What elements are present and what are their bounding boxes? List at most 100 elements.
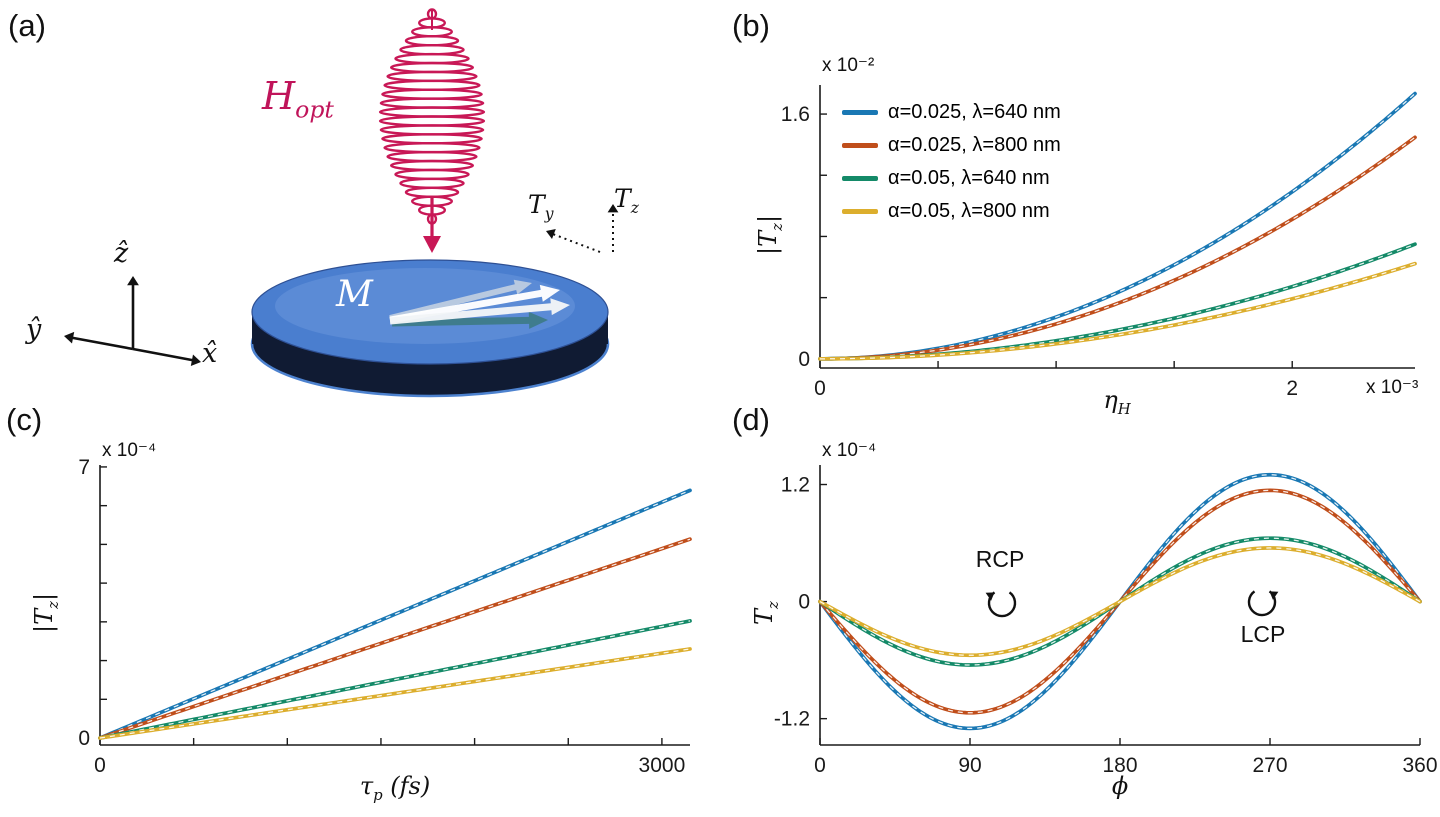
y-tick-label: 7	[78, 456, 90, 479]
ylabel-base: T	[754, 230, 782, 247]
y-tick-label: 0	[78, 727, 90, 750]
z-axis-arrowhead	[127, 276, 139, 286]
panel-b-label: (b)	[732, 8, 770, 43]
chart-d-ylabel: Tz	[750, 601, 782, 625]
y-tick-label: 0	[798, 348, 810, 371]
series-line-3	[98, 647, 692, 740]
x-axis-arrowhead	[190, 354, 201, 366]
optical-field-coil	[394, 168, 470, 181]
chart-panel-b: 0 2 0 1.6 x 10⁻² x 10⁻³ |Tz| ηH α=0.025, λ=…	[730, 40, 1440, 418]
rotation-arrowhead	[985, 592, 995, 601]
x-tick-label: 0	[814, 377, 826, 400]
legend-line-sample	[842, 176, 878, 181]
chart-b-y-multiplier: x 10⁻²	[822, 55, 875, 76]
torque-y-arrowhead	[546, 229, 556, 239]
chart-c-plot-area: 0 3000 0 7	[78, 456, 692, 777]
optical-field-coil	[386, 150, 478, 163]
chart-c-y-multiplier: x 10⁻⁴	[102, 440, 157, 461]
optical-field-coil	[399, 177, 465, 190]
optical-field-coil	[378, 106, 486, 118]
series-dashes-0	[819, 474, 1421, 730]
chart-b-plot-area: 0 2 0 1.6	[781, 85, 1417, 400]
x-tick-label: 3000	[639, 754, 686, 777]
x-tick-label: 360	[1402, 754, 1437, 777]
x-axis-arrow-shaft	[132, 347, 198, 363]
x-tick-label: 0	[94, 754, 106, 777]
optical-field-coil	[379, 97, 485, 109]
series-dashes-1	[99, 538, 691, 739]
torque-y-arrow-shaft	[549, 232, 601, 253]
legend-line-sample	[842, 110, 878, 115]
ylabel-post: |	[30, 592, 58, 602]
legend-label: α=0.025, λ=640 nm	[888, 101, 1061, 123]
rotation-arrow-arc	[1247, 590, 1277, 617]
legend-label: α=0.05, λ=800 nm	[888, 200, 1050, 222]
ylabel-base: T	[30, 608, 58, 625]
ylabel-base: T	[750, 608, 778, 625]
panel-a-label: (a)	[8, 8, 46, 43]
legend-item: α=0.025, λ=800 nm	[842, 129, 1061, 162]
legend-label: α=0.05, λ=640 nm	[888, 167, 1050, 189]
series-dashes-0	[99, 489, 691, 739]
series-dashes-1	[819, 136, 1416, 360]
legend-item: α=0.05, λ=640 nm	[842, 162, 1061, 195]
rotation-arrow-arc	[987, 591, 1017, 618]
magnetization-arrow-white-2	[389, 298, 570, 325]
chart-d-plot-area: 0 90 180 270 360-1.201.2	[774, 465, 1438, 777]
y-axis-label: ŷ	[26, 314, 42, 345]
chart-panel-c: 0 3000 0 7 x 10⁻⁴ |Tz| τp (fs)	[0, 415, 720, 817]
legend-label: α=0.025, λ=800 nm	[888, 134, 1061, 156]
series-dashes-2	[99, 620, 691, 739]
chart-c-xlabel: τp (fs)	[340, 772, 450, 804]
legend-item: α=0.05, λ=800 nm	[842, 195, 1061, 228]
optical-field-coil	[378, 115, 486, 127]
y-tick-label: -1.2	[774, 708, 810, 731]
torque-z-base: T	[614, 184, 631, 213]
xlabel-base: η	[1103, 386, 1118, 414]
optical-field-coil	[390, 159, 475, 172]
xlabel-sub: H	[1117, 399, 1131, 418]
chart-panel-d: 0 90 180 270 360 -1.2 0 1.2 x 10⁻⁴ Tz ϕ RCP LCP	[720, 415, 1440, 817]
series-dashes-3	[820, 263, 1416, 360]
panel-d-label: (d)	[732, 402, 770, 437]
optical-field-coil	[379, 124, 485, 136]
optical-field-coil	[381, 88, 483, 100]
xlabel-sub: p	[373, 785, 383, 804]
legend-line-sample	[842, 209, 878, 214]
ylabel-sub: z	[43, 601, 62, 609]
chart-c-ylabel: |Tz|	[30, 593, 62, 633]
chart-b-xlabel: ηH	[1087, 386, 1147, 418]
series-dashes-2	[820, 243, 1416, 360]
magnetization-arrow-teal	[391, 311, 548, 329]
torque-z-arrowhead	[607, 204, 619, 213]
optical-field-coil	[383, 79, 481, 92]
legend-item: α=0.025, λ=640 nm	[842, 96, 1061, 129]
optical-field-label: Hopt	[262, 74, 334, 124]
y-tick-label: 1.2	[781, 474, 810, 497]
optical-field-coil	[399, 44, 465, 56]
x-tick-label: 0	[814, 754, 826, 777]
chart-d-xlabel: ϕ	[1090, 772, 1150, 804]
rotation-arrowhead	[1269, 591, 1279, 600]
ylabel-pre: |	[30, 624, 58, 633]
ylabel-post: |	[754, 214, 782, 224]
z-axis-label: ẑ	[114, 238, 129, 269]
ylabel-sub: z	[763, 601, 782, 609]
torque-y-label: Ty	[528, 190, 553, 223]
legend-line-sample	[842, 143, 878, 148]
torque-z-label: Tz	[614, 184, 639, 217]
optical-field-label-sub: opt	[295, 95, 334, 124]
x-axis-label: x̂	[202, 338, 218, 369]
optical-field-arrowhead	[423, 236, 441, 253]
optical-field-coil	[390, 61, 475, 74]
x-tick-label: 90	[958, 754, 981, 777]
y-tick-label: 0	[798, 591, 810, 614]
disk-top-highlight	[275, 268, 575, 344]
lcp-annotation: LCP	[1240, 621, 1286, 647]
panel-c-label: (c)	[6, 402, 43, 437]
ylabel-pre: |	[754, 246, 782, 255]
x-tick-label: 270	[1252, 754, 1287, 777]
y-axis-arrow-shaft	[67, 335, 134, 351]
y-tick-label: 1.6	[781, 103, 810, 126]
optical-field-coil	[394, 52, 470, 65]
